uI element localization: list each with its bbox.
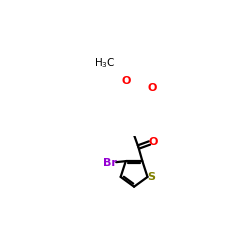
Text: O: O [121, 76, 130, 86]
Text: H$_3$C: H$_3$C [94, 56, 116, 70]
Text: S: S [147, 172, 155, 182]
Text: O: O [147, 83, 157, 93]
Text: Br: Br [103, 158, 117, 168]
Text: O: O [148, 138, 158, 147]
